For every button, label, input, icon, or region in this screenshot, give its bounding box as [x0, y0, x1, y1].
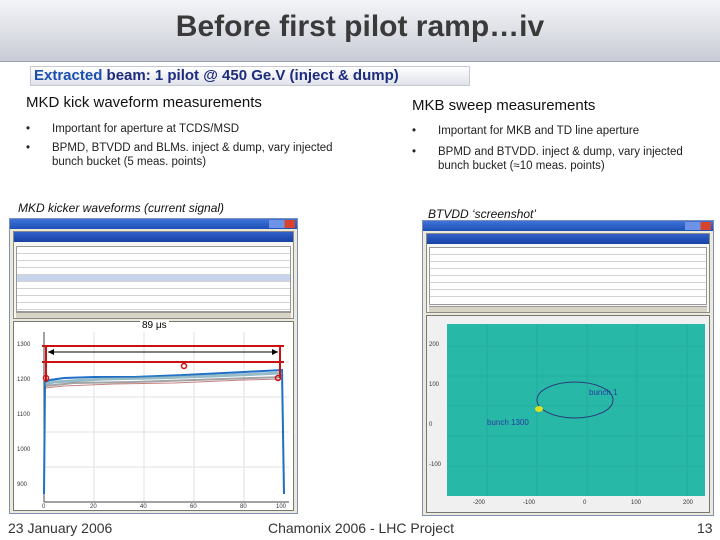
viewer-titlebar	[427, 234, 709, 244]
title-band	[0, 0, 720, 62]
bullet-dot: •	[412, 125, 417, 137]
label-bunch-1: bunch 1	[589, 388, 618, 397]
right-caption: BTVDD ‘screenshot’	[428, 207, 537, 221]
left-bullet-1-text: Important for aperture at TCDS/MSD	[52, 123, 240, 135]
right-bullet-1: • Important for MKB and TD line aperture	[412, 124, 708, 138]
y-tick: 900	[17, 482, 28, 488]
x-tick: 100	[631, 500, 642, 506]
screen-svg	[447, 324, 705, 496]
table-row	[430, 276, 706, 283]
footer-center: Chamonix 2006 - LHC Project	[268, 520, 454, 536]
x-tick: 60	[190, 504, 197, 510]
viewer-panel	[13, 231, 294, 319]
left-bullet-2: • BPMD, BTVDD and BLMs. inject & dump, v…	[26, 141, 362, 169]
y-tick: 100	[429, 382, 440, 388]
subtitle-band	[30, 66, 470, 86]
table-row	[430, 290, 706, 297]
status-bar	[429, 306, 707, 312]
waveform-plot: 89 μs 1300 1200 1100 1000 900 0 20 40 60…	[13, 320, 294, 511]
x-tick: 0	[583, 500, 587, 506]
status-bar	[16, 312, 291, 318]
table-row	[430, 262, 706, 269]
x-tick: 100	[276, 504, 287, 510]
right-bullet-1-text: Important for MKB and TD line aperture	[438, 125, 640, 137]
bullet-dot: •	[26, 123, 31, 135]
width-annotation: 89 μs	[140, 320, 169, 331]
y-tick: 1200	[17, 377, 31, 383]
y-tick: 1300	[17, 342, 31, 348]
left-heading: MKD kick waveform measurements	[26, 94, 262, 111]
table-row	[17, 254, 290, 261]
bullet-dot: •	[26, 142, 31, 154]
window-controls	[269, 220, 295, 228]
table-row	[17, 296, 290, 303]
btvdd-screenshot-window: bunch 1 bunch 1300 200 100 0 -100 -200 -…	[422, 220, 714, 516]
viewer-titlebar	[14, 232, 293, 242]
slide-title: Before first pilot ramp…iv	[175, 10, 545, 43]
mkd-screenshot-window: 89 μs 1300 1200 1100 1000 900 0 20 40 60…	[9, 218, 298, 514]
parameter-table	[429, 247, 707, 305]
y-tick: 200	[429, 342, 440, 348]
table-row	[17, 261, 290, 268]
subtitle-accent: Extracted	[34, 67, 103, 84]
y-tick: -100	[429, 462, 442, 468]
left-bullet-2-text: BPMD, BTVDD and BLMs. inject & dump, var…	[52, 142, 333, 168]
slide-subtitle: Extracted beam: 1 pilot @ 450 Ge.V (inje…	[34, 67, 399, 84]
table-row	[17, 289, 290, 296]
window-titlebar	[423, 221, 713, 231]
y-tick: 1000	[17, 447, 31, 453]
window-controls	[685, 222, 711, 230]
x-tick: 20	[90, 504, 97, 510]
x-tick: -200	[473, 500, 486, 506]
table-row	[17, 275, 290, 282]
table-row	[17, 247, 290, 254]
x-tick: 0	[42, 504, 46, 510]
viewer-panel	[426, 233, 710, 313]
waveform-svg	[42, 332, 289, 503]
footer-date: 23 January 2006	[8, 520, 113, 536]
subtitle-rest: beam: 1 pilot @ 450 Ge.V (inject & dump)	[102, 67, 399, 84]
table-row	[17, 268, 290, 275]
table-row	[430, 283, 706, 290]
x-tick: 80	[240, 504, 247, 510]
y-tick: 0	[429, 422, 433, 428]
x-tick: -100	[523, 500, 536, 506]
parameter-table	[16, 246, 291, 312]
right-heading: MKB sweep measurements	[412, 97, 596, 114]
table-row	[430, 255, 706, 262]
footer-page-number: 13	[697, 520, 713, 536]
left-caption: MKD kicker waveforms (current signal)	[18, 201, 225, 215]
window-titlebar	[10, 219, 297, 229]
table-row	[430, 248, 706, 255]
label-bunch-1300: bunch 1300	[487, 418, 529, 427]
right-bullet-2: • BPMD and BTVDD. inject & dump, vary in…	[412, 145, 710, 173]
left-bullet-1: • Important for aperture at TCDS/MSD	[26, 122, 372, 136]
bullet-dot: •	[412, 146, 417, 158]
table-row	[17, 303, 290, 310]
right-bullet-2-text: BPMD and BTVDD. inject & dump, vary inje…	[438, 146, 683, 172]
x-tick: 200	[683, 500, 694, 506]
x-tick: 40	[140, 504, 147, 510]
table-row	[17, 282, 290, 289]
table-row	[430, 269, 706, 276]
screen-image-plot: bunch 1 bunch 1300 200 100 0 -100 -200 -…	[426, 315, 710, 513]
y-tick: 1100	[17, 412, 30, 418]
